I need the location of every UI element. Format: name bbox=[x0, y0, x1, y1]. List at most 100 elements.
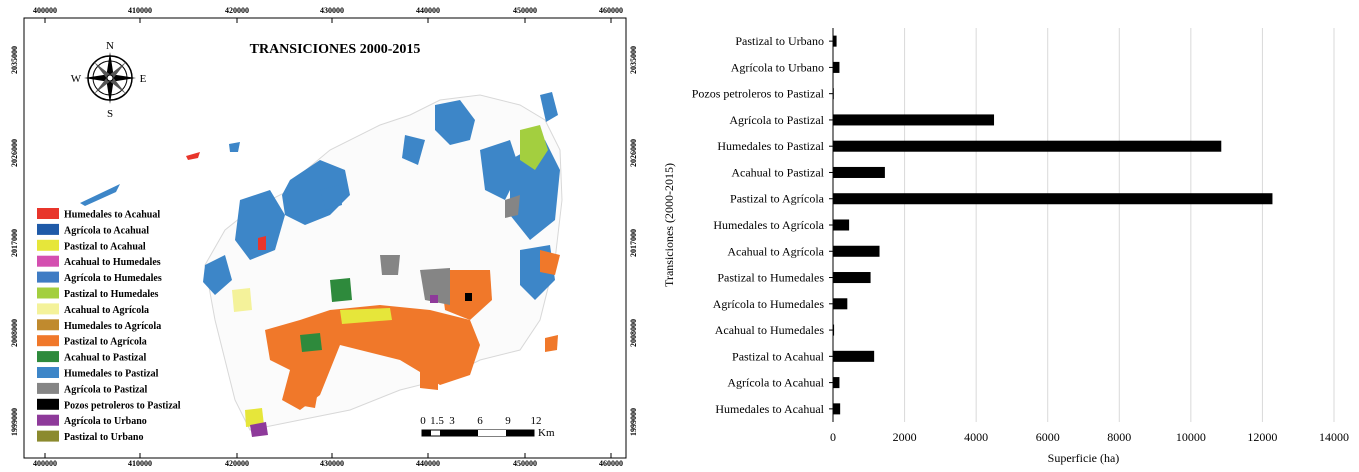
legend-swatch bbox=[37, 414, 59, 426]
patch-humedales-pastizal bbox=[282, 160, 350, 225]
legend-label: Humedales to Pastizal bbox=[64, 369, 159, 380]
bar bbox=[833, 377, 840, 389]
scale-label: 9 bbox=[505, 415, 511, 427]
map-y-tick-left: 1999000 bbox=[10, 408, 19, 436]
map-y-tick-left: 2017000 bbox=[10, 229, 19, 257]
patch-pastizal-acahual bbox=[245, 408, 264, 427]
patch-humedales-pastizal bbox=[402, 135, 425, 165]
map-y-tick-left: 2026000 bbox=[10, 139, 19, 167]
y-tick-label: Agrícola to Pastizal bbox=[729, 113, 824, 127]
patch-humedales-pastizal bbox=[203, 255, 232, 295]
map-y-tick-right: 2026000 bbox=[629, 139, 638, 167]
map-y-tick-left: 2008000 bbox=[10, 319, 19, 347]
map-title: TRANSICIONES 2000-2015 bbox=[250, 42, 421, 57]
map-panel: 400000 410000 420000 430000 440000 450000 4600… bbox=[0, 0, 640, 468]
map-x-tick-top: 460000 bbox=[599, 6, 623, 15]
map-y-ticks-left: 2035000 2026000 2017000 2008000 1999000 bbox=[10, 46, 19, 436]
map-y-tick-right: 1999000 bbox=[629, 408, 638, 436]
map-x-ticks-top: 400000 410000 420000 430000 440000 450000 4600… bbox=[33, 6, 623, 23]
legend-swatch bbox=[37, 239, 59, 251]
y-tick-label: Pastizal to Agrícola bbox=[730, 192, 825, 206]
bar bbox=[833, 298, 848, 310]
scale-unit: Km bbox=[538, 427, 555, 439]
scale-bar: 0 1.5 3 6 9 12 Km bbox=[420, 415, 555, 439]
patch-agricola-pastizal bbox=[380, 255, 400, 275]
patch-humedales-pastizal bbox=[235, 190, 285, 260]
legend-label: Humedales to Agrícola bbox=[64, 321, 161, 332]
map-x-tick-bottom: 450000 bbox=[513, 459, 537, 467]
legend-swatch bbox=[37, 319, 59, 331]
patch-humedales-pastizal bbox=[435, 100, 475, 145]
compass-s-label: S bbox=[107, 108, 113, 120]
y-tick-label: Agrícola to Humedales bbox=[713, 297, 825, 311]
compass-n-label: N bbox=[106, 40, 114, 52]
legend-label: Agrícola to Urbano bbox=[64, 416, 147, 427]
bar bbox=[833, 114, 995, 126]
map-y-tick-right: 2017000 bbox=[629, 229, 638, 257]
patch-humedales-pastizal bbox=[510, 140, 560, 240]
map-x-tick-bottom: 400000 bbox=[33, 459, 57, 467]
map-x-tick-top: 400000 bbox=[33, 6, 57, 15]
legend-swatch bbox=[37, 303, 59, 315]
x-tick-label: 12000 bbox=[1247, 430, 1277, 444]
x-tick-label: 8000 bbox=[1107, 430, 1131, 444]
y-tick-label: Agrícola to Urbano bbox=[731, 60, 824, 74]
patch-agricola-urbano bbox=[430, 295, 438, 303]
map-x-tick-bottom: 430000 bbox=[320, 459, 344, 467]
map-y-tick-right: 2035000 bbox=[629, 46, 638, 74]
bar bbox=[833, 140, 1222, 152]
map-land-cover bbox=[80, 92, 563, 437]
bar bbox=[833, 245, 880, 257]
legend-swatch bbox=[37, 287, 59, 299]
legend-swatch bbox=[37, 430, 59, 442]
patch-agricola-pastizal bbox=[420, 268, 450, 305]
chart-panel: Pastizal to Urbano Agrícola to Urbano Pozo… bbox=[655, 0, 1359, 467]
legend-swatch bbox=[37, 271, 59, 283]
scale-label: 0 bbox=[420, 415, 426, 427]
legend-label: Acahual to Pastizal bbox=[64, 353, 146, 364]
patch-humedales-pastizal bbox=[540, 92, 558, 122]
compass-rose-icon: N S E W bbox=[71, 40, 147, 120]
chart-x-tick-labels: 0 2000 4000 6000 8000 10000 12000 14000 bbox=[830, 430, 1349, 444]
patch-pastizal-agricola bbox=[298, 370, 320, 408]
patch-acahual-pastizal bbox=[300, 333, 322, 352]
legend-swatch bbox=[37, 367, 59, 378]
y-tick-label: Humedales to Pastizal bbox=[717, 139, 824, 153]
scale-label: 12 bbox=[531, 415, 542, 427]
compass-w-label: W bbox=[71, 73, 82, 85]
x-axis-label: Superficie (ha) bbox=[1048, 451, 1120, 465]
patch-pastizal-agricola bbox=[540, 250, 560, 275]
legend-label: Agrícola to Humedales bbox=[64, 273, 162, 284]
legend-label: Agrícola to Acahual bbox=[64, 225, 149, 236]
bar bbox=[833, 350, 875, 362]
y-tick-label: Agrícola to Acahual bbox=[727, 376, 824, 390]
legend-label: Pozos petroleros to Pastizal bbox=[64, 400, 181, 411]
bar bbox=[833, 35, 837, 47]
map-x-tick-bottom: 440000 bbox=[416, 459, 440, 467]
x-tick-label: 10000 bbox=[1176, 430, 1206, 444]
legend-label: Agrícola to Pastizal bbox=[64, 384, 148, 395]
y-tick-label: Acahual to Pastizal bbox=[731, 165, 824, 179]
y-tick-label: Acahual to Agrícola bbox=[727, 244, 824, 258]
map-x-tick-top: 420000 bbox=[225, 6, 249, 15]
legend-label: Acahual to Agrícola bbox=[64, 305, 149, 316]
map-svg: 400000 410000 420000 430000 440000 450000 4600… bbox=[10, 6, 638, 468]
legend-label: Pastizal to Urbano bbox=[64, 432, 143, 443]
map-x-tick-top: 410000 bbox=[128, 6, 152, 15]
legend-swatch bbox=[37, 208, 59, 219]
legend-swatch bbox=[37, 382, 59, 394]
y-tick-label: Pozos petroleros to Pastizal bbox=[692, 87, 825, 101]
patch-acahual-pastizal bbox=[330, 278, 352, 302]
legend-swatch bbox=[37, 223, 59, 235]
bar bbox=[833, 61, 840, 73]
y-axis-label: Transiciones (2000-2015) bbox=[662, 163, 676, 287]
bar bbox=[833, 193, 1273, 205]
map-y-tick-left: 2035000 bbox=[10, 46, 19, 74]
map-y-ticks-right: 2035000 2026000 2017000 2008000 1999000 bbox=[629, 46, 638, 436]
x-tick-label: 0 bbox=[830, 430, 836, 444]
legend-label: Pastizal to Acahual bbox=[64, 241, 146, 252]
x-tick-label: 4000 bbox=[964, 430, 988, 444]
map-legend: Humedales to Acahual Agrícola to Acahual P… bbox=[37, 208, 181, 443]
legend-label: Pastizal to Agrícola bbox=[64, 337, 147, 348]
map-x-tick-bottom: 410000 bbox=[128, 459, 152, 467]
